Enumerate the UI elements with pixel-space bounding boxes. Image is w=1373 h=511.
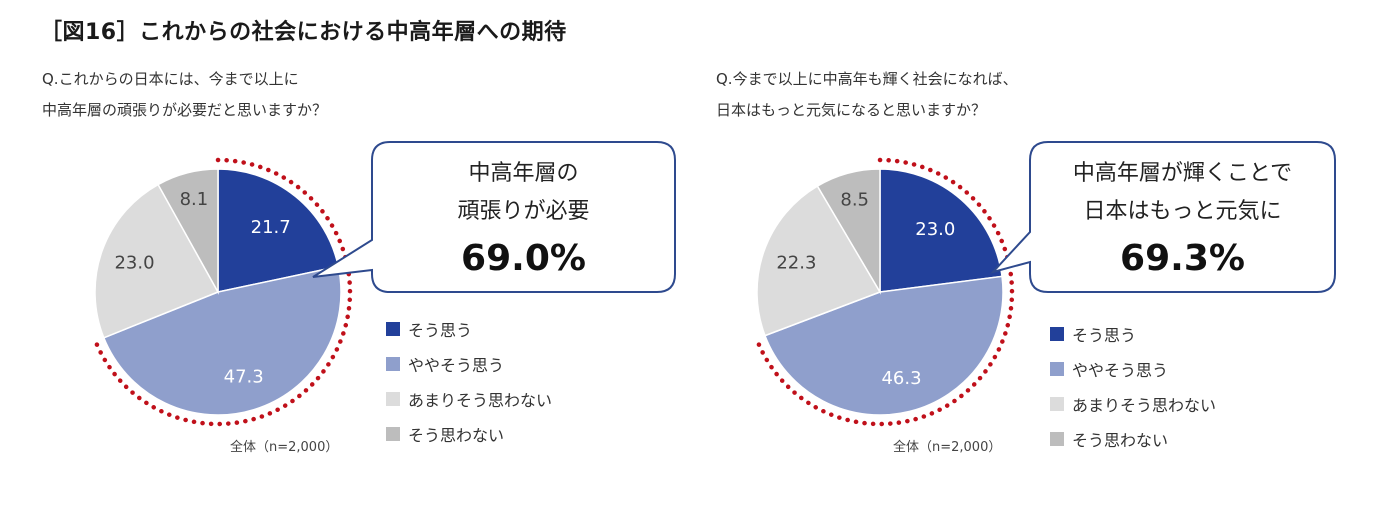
legend-item: ややそう思う (386, 346, 552, 381)
legend-label: あまりそう思わない (1072, 395, 1217, 415)
slice-label: 23.0 (114, 252, 154, 273)
pie-slice (764, 275, 1004, 416)
callout-bubble (312, 141, 676, 293)
legend-swatch (386, 391, 400, 406)
slice-label: 23.0 (915, 219, 955, 240)
legend-swatch (386, 356, 400, 371)
slice-label: 47.3 (224, 367, 264, 388)
callout-line1: 中高年層の (468, 161, 578, 186)
legend-item: ややそう思う (1050, 351, 1216, 386)
callout-line2: 頑張りが必要 (457, 199, 589, 224)
legend-label: そう思う (1072, 325, 1137, 345)
pie-slice (756, 185, 882, 337)
callout-value: 69.3% (1120, 238, 1245, 279)
legend-swatch (1050, 396, 1064, 411)
legend-item: そう思わない (1050, 421, 1216, 456)
question-left-line2: 中高年層の頑張りが必要だと思いますか？ (42, 101, 328, 119)
legend-swatch (386, 426, 400, 441)
callout-line2: 日本はもっと元気に (1083, 199, 1281, 224)
legend-swatch (1050, 326, 1064, 341)
legend-item: そう思う (386, 311, 552, 346)
question-right-line2: 日本はもっと元気になると思いますか？ (716, 101, 987, 119)
legend-item: そう思う (1050, 316, 1216, 351)
question-right-line1: Q.今まで以上に中高年も輝く社会になれば、 (716, 70, 1018, 88)
slice-label: 8.5 (840, 190, 869, 211)
legend-swatch (1050, 431, 1064, 446)
legend-item: そう思わない (386, 416, 552, 451)
callout-line1: 中高年層が輝くことで (1073, 161, 1292, 186)
pie-slice (157, 168, 219, 295)
page-title: ［図16］これからの社会における中高年層への期待 (40, 20, 567, 45)
question-right: Q.今まで以上に中高年も輝く社会になれば、 日本はもっと元気になると思いますか？ (716, 64, 1018, 126)
question-left: Q.これからの日本には、今まで以上に 中高年層の頑張りが必要だと思いますか？ (42, 64, 327, 126)
pie-slice (879, 168, 1003, 293)
highlight-dotted-arc (93, 157, 353, 427)
legend-label: そう思わない (1072, 430, 1169, 450)
legend-swatch (386, 321, 400, 336)
slice-label: 21.7 (251, 217, 291, 238)
legend-label: ややそう思う (1072, 360, 1169, 380)
sample-size-left: 全体（n=2,000） (230, 440, 339, 455)
legend-label: そう思う (408, 320, 473, 340)
legend-left: そう思う ややそう思う あまりそう思わない そう思わない (386, 311, 552, 451)
legend-label: そう思わない (408, 425, 505, 445)
sample-size-right: 全体（n=2,000） (893, 440, 1002, 455)
pie-slice (94, 183, 220, 339)
pie-slice (816, 168, 881, 295)
legend-item: あまりそう思わない (1050, 386, 1216, 421)
legend-right: そう思う ややそう思う あまりそう思わない そう思わない (1050, 316, 1216, 456)
pie-left: 21.7 47.3 23.0 8.1 中高年層の頑張りが必要 69.0% (93, 141, 676, 427)
callout-bubble (989, 141, 1336, 293)
slice-label: 46.3 (881, 368, 921, 389)
pie-slice (217, 168, 340, 293)
legend-item: あまりそう思わない (386, 381, 552, 416)
slice-label: 22.3 (776, 253, 816, 274)
slice-label: 8.1 (180, 189, 209, 210)
legend-swatch (1050, 361, 1064, 376)
question-left-line1: Q.これからの日本には、今まで以上に (42, 70, 299, 88)
pie-slice (102, 265, 342, 416)
legend-label: ややそう思う (408, 355, 505, 375)
callout-value: 69.0% (461, 238, 586, 279)
legend-label: あまりそう思わない (408, 390, 553, 410)
